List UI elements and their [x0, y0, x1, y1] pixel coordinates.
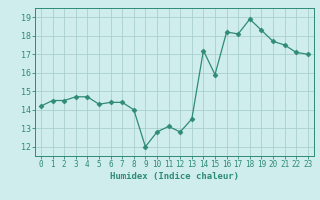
- X-axis label: Humidex (Indice chaleur): Humidex (Indice chaleur): [110, 172, 239, 181]
